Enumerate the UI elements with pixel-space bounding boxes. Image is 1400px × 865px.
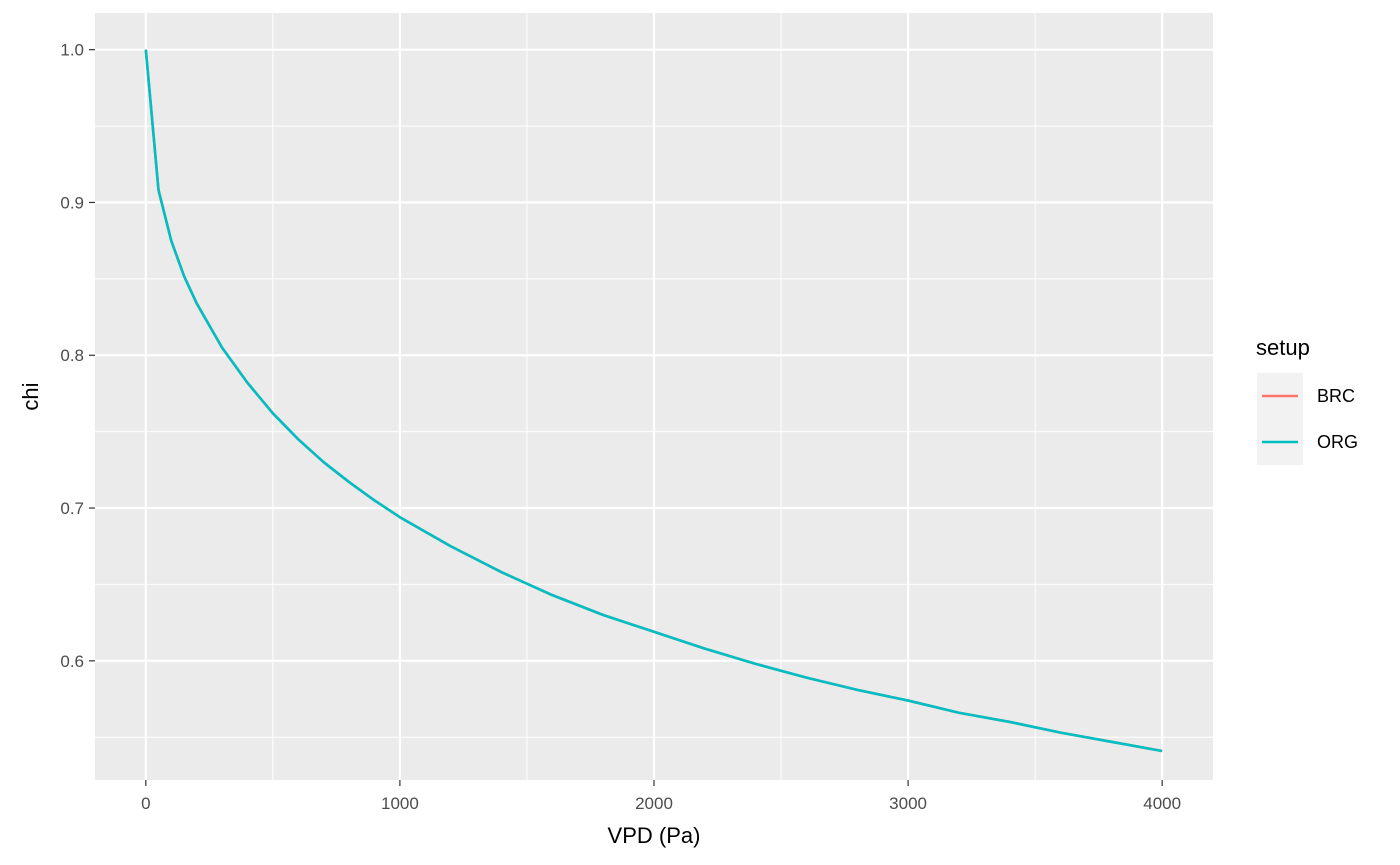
major-gridlines <box>95 13 1213 780</box>
x-axis-title: VPD (Pa) <box>608 823 701 848</box>
legend-label: BRC <box>1317 386 1355 406</box>
y-tick-label: 0.6 <box>60 652 84 671</box>
series-line-org <box>144 49 1163 753</box>
y-tick-label: 0.7 <box>60 499 84 518</box>
x-tick-label: 3000 <box>889 794 927 813</box>
y-tick-label: 0.8 <box>60 346 84 365</box>
x-tick-label: 4000 <box>1143 794 1181 813</box>
y-tick-label: 1.0 <box>60 41 84 60</box>
legend: setup BRC ORG <box>1256 335 1358 465</box>
legend-item-org: ORG <box>1262 432 1358 452</box>
x-axis: 0 1000 2000 3000 4000 <box>141 780 1181 813</box>
x-tick-label: 1000 <box>381 794 419 813</box>
y-tick-label: 0.9 <box>60 193 84 212</box>
y-axis-title: chi <box>18 382 43 410</box>
legend-keys-background <box>1257 373 1303 465</box>
x-tick-label: 0 <box>141 794 150 813</box>
y-axis: 0.6 0.7 0.8 0.9 1.0 <box>60 41 95 671</box>
series-layer <box>144 49 1163 753</box>
legend-label: ORG <box>1317 432 1358 452</box>
legend-item-brc: BRC <box>1262 386 1355 406</box>
x-tick-label: 2000 <box>635 794 673 813</box>
legend-title: setup <box>1256 335 1310 360</box>
